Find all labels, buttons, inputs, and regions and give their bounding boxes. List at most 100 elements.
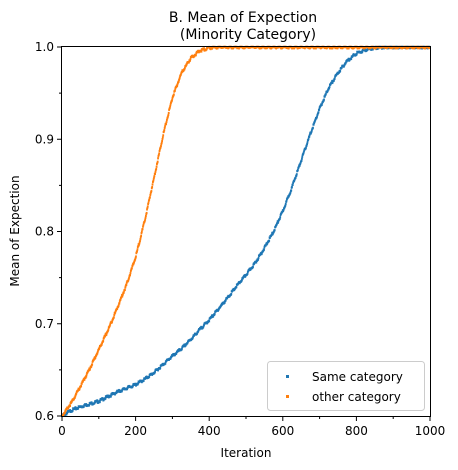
data-point [156,160,159,163]
data-point [129,273,131,277]
data-point [235,286,238,289]
data-point [151,183,154,186]
data-point [322,100,324,104]
data-point [248,268,251,272]
data-point [102,339,105,343]
legend: Same category other category [267,361,425,411]
data-point [165,123,168,126]
data-point [145,214,147,218]
data-point [315,47,317,50]
data-point [93,358,95,361]
data-point [299,161,302,164]
data-point [161,137,164,141]
data-point [176,83,179,86]
data-point [154,169,157,172]
data-point [361,51,364,54]
data-point [142,222,145,225]
data-point [69,404,71,408]
data-point [328,85,331,89]
data-point [154,172,156,175]
data-point [149,193,152,197]
data-point [302,152,305,155]
data-point [147,201,150,204]
data-point [160,141,163,144]
data-point [418,47,421,50]
data-point [96,399,99,402]
data-point [112,316,115,319]
chart-title-line-2: (Minority Category) [180,27,316,43]
data-point [221,303,223,306]
data-point [142,225,144,228]
data-point [74,395,77,398]
data-point [138,242,141,245]
axis-ticks: 0 200 400 600 800 1000 0.6 0.7 0.8 0.9 1.0 [35,40,445,438]
data-point [203,47,205,50]
data-point [161,140,163,143]
data-point [114,311,117,314]
data-point [80,382,83,385]
data-point [305,144,308,147]
data-point [241,278,243,281]
data-point [163,126,166,130]
data-point [151,185,154,189]
data-point [291,185,293,189]
data-point [153,176,155,179]
data-point [269,45,272,49]
data-point [162,134,165,137]
data-point [177,349,180,352]
data-point [273,229,276,232]
data-point [100,343,103,346]
data-point [413,47,416,50]
data-point [299,162,302,165]
data-point [301,157,303,160]
data-point [177,80,180,83]
data-point [129,272,132,275]
data-point [181,347,183,350]
data-point [108,324,111,327]
data-point [203,323,205,326]
data-point [140,232,143,235]
data-point [210,316,213,319]
data-point [127,279,130,282]
data-point [350,57,353,61]
data-point [279,216,282,219]
data-point [125,281,128,284]
data-point [138,244,140,247]
data-point [255,261,258,264]
data-point [71,409,74,412]
data-point [147,202,150,206]
data-point [128,277,130,280]
data-point [109,323,112,326]
data-point [307,138,310,142]
data-point [157,369,159,372]
data-point [339,69,342,73]
data-point [118,388,120,392]
data-point [144,216,147,219]
data-point [149,192,152,195]
data-point [310,130,313,133]
data-point [148,198,151,201]
data-point [150,187,153,190]
data-point [205,48,208,51]
x-tick-label: 800 [345,424,368,438]
data-point [74,406,77,409]
y-tick-label: 1.0 [35,40,54,54]
data-point [358,47,361,50]
data-point [391,47,394,50]
legend-label-same-category: Same category [312,370,403,384]
data-point [164,125,166,128]
data-point [88,404,91,407]
x-tick-label: 400 [198,424,221,438]
data-point [312,123,315,126]
data-point [327,88,330,91]
data-point [142,379,145,382]
data-point [155,167,158,171]
data-point [318,108,321,111]
data-point [324,93,327,96]
x-tick-label: 1000 [415,424,446,438]
data-point [135,255,137,258]
data-point [178,78,180,82]
data-point [85,403,88,406]
data-point [226,297,229,300]
data-point [212,315,215,318]
